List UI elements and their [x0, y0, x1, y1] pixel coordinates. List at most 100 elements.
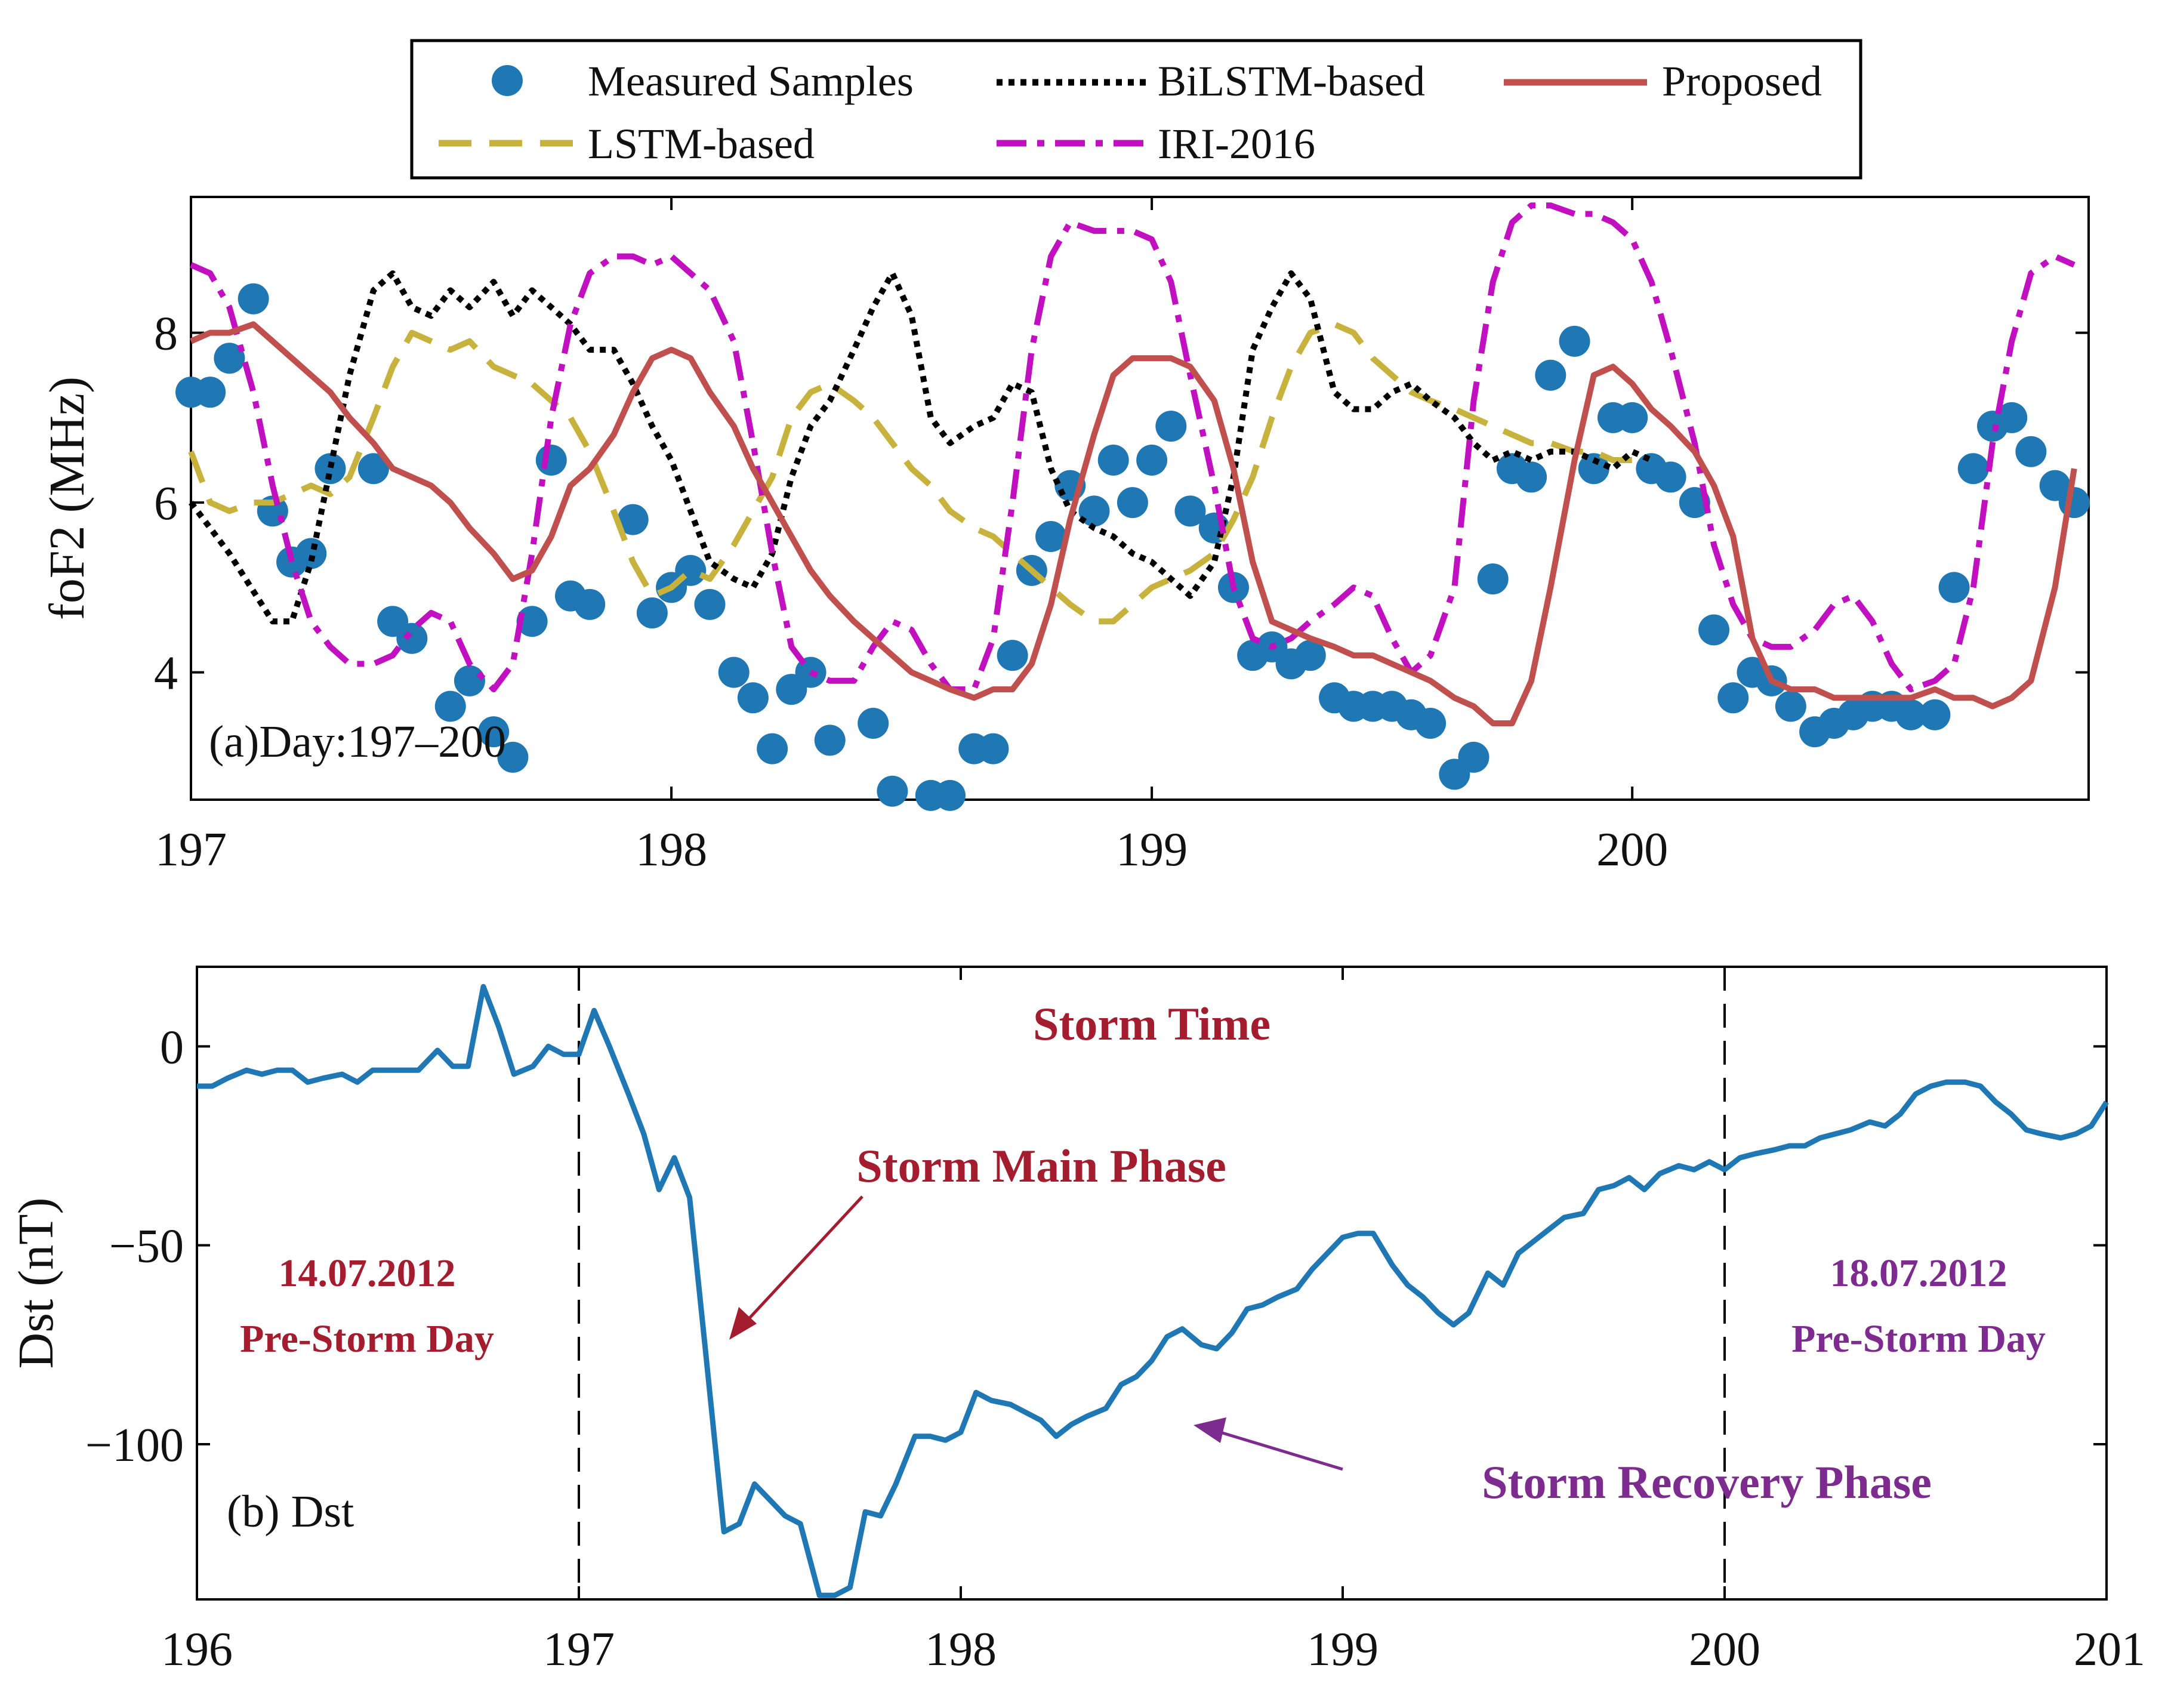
measured-sample-point [1174, 495, 1206, 527]
measured-sample-point [935, 779, 966, 811]
panel-b-ticks: 196 197 198 199 200 201 0 −50 −100 [85, 967, 2145, 1676]
annotation-recovery-phase: Storm Recovery Phase [1482, 1456, 1932, 1508]
measured-sample-point [478, 716, 510, 748]
measured-sample-point [314, 453, 346, 485]
legend-label-bilstm: BiLSTM-based [1158, 57, 1425, 105]
measured-sample-point [1097, 444, 1129, 476]
measured-sample-point [1655, 461, 1686, 493]
measured-sample-point [1516, 461, 1547, 493]
right-date: 18.07.2012 [1830, 1251, 2007, 1295]
panel-a-ytick-label: 4 [154, 648, 178, 700]
measured-sample-point [694, 588, 726, 620]
measured-sample-point [1617, 402, 1648, 433]
measured-sample-point [1775, 690, 1806, 722]
annotation-storm-time: Storm Time [1033, 998, 1270, 1050]
measured-sample-point [396, 622, 428, 654]
panel-b-xtick-label: 197 [543, 1623, 615, 1676]
panel-b-ytick-label: 0 [160, 1021, 184, 1074]
measured-sample-point [1717, 682, 1749, 714]
measured-sample-point [1117, 487, 1148, 519]
arrowhead-main-phase [729, 1307, 757, 1340]
right-pre-storm-label: Pre-Storm Day [1791, 1317, 2046, 1361]
measured-sample-point [1294, 640, 1326, 671]
legend-marker-measured [492, 65, 523, 96]
measured-sample-point [1136, 444, 1168, 476]
panel-a-series [175, 202, 2090, 811]
legend-label-lstm: LSTM-based [588, 120, 815, 168]
panel-b-dst: 196 197 198 199 200 201 0 −50 −100 Dst (nT) (b) … [8, 966, 2145, 1676]
measured-sample-point [1895, 699, 1927, 730]
legend-label-measured: Measured Samples [588, 57, 914, 105]
panel-a-ytick-label: 6 [154, 477, 178, 530]
measured-sample-point [718, 656, 750, 688]
panel-b-ytick-label: −100 [85, 1419, 184, 1472]
panel-a-label: (a)Day:197–200 [209, 717, 506, 767]
panel-b-xtick-label: 200 [1689, 1623, 1760, 1676]
legend-box [410, 39, 1862, 180]
measured-sample-point [2058, 487, 2090, 519]
measured-sample-point [757, 733, 788, 764]
measured-sample-point [535, 444, 567, 476]
measured-sample-point [636, 597, 668, 629]
legend: Measured Samples BiLSTM-based Proposed L… [410, 39, 1862, 180]
measured-sample-point [574, 588, 606, 620]
panel-b-vlines [578, 967, 1726, 1599]
measured-sample-point [1698, 614, 1730, 646]
measured-sample-point [1578, 453, 1609, 485]
panel-b-label: (b) Dst [227, 1487, 354, 1537]
measured-sample-point [214, 343, 245, 374]
measured-sample-point [497, 741, 529, 773]
measured-sample-point [2015, 436, 2047, 467]
arrowhead-recovery-phase [1194, 1417, 1226, 1443]
measured-sample-point [1415, 707, 1447, 739]
measured-sample-point [997, 640, 1028, 671]
measured-sample-point [357, 453, 389, 485]
measured-sample-point [1996, 402, 2028, 433]
measured-sample-point [1477, 563, 1509, 595]
series-proposed-line [189, 321, 2077, 726]
legend-label-proposed: Proposed [1662, 57, 1822, 105]
series-dst-line [197, 984, 2109, 1598]
measured-sample-point [295, 538, 327, 569]
panel-a-xtick-label: 199 [1116, 824, 1188, 876]
arrow-main-phase [745, 1195, 864, 1323]
panel-b-xtick-label: 199 [1307, 1623, 1378, 1676]
panel-b-xtick-label: 201 [2074, 1623, 2145, 1676]
measured-sample-point [1559, 325, 1590, 357]
measured-sample-point [617, 504, 649, 535]
measured-sample-point [1035, 521, 1067, 553]
panel-a-foF2: 197 198 199 200 4 6 8 foF2 (MHz) (a)Day:197–20… [39, 196, 2090, 876]
measured-sample-point [238, 283, 269, 315]
measured-sample-point [977, 733, 1009, 764]
measured-sample-point [877, 775, 908, 807]
series-iri-2016-line [189, 202, 2076, 693]
measured-sample-point [1938, 572, 1970, 603]
measured-sample-point [814, 724, 846, 756]
measured-sample-point [434, 690, 466, 722]
panel-b-ytick-label: −50 [109, 1220, 184, 1273]
panel-b-ylabel: Dst (nT) [8, 1198, 64, 1369]
measured-sample-point [1919, 699, 1951, 730]
panel-b-xtick-label: 198 [925, 1623, 997, 1676]
measured-sample-point [454, 665, 485, 696]
left-date: 14.07.2012 [279, 1251, 456, 1295]
panel-a-ylabel: foF2 (MHz) [39, 377, 95, 620]
series-lstm-based-line [188, 321, 1633, 625]
measured-sample-point [1155, 411, 1187, 442]
series-measured-samples [175, 283, 2090, 811]
measured-sample-point [858, 707, 889, 739]
panel-a-xtick-label: 197 [155, 824, 227, 876]
legend-label-iri: IRI-2016 [1158, 120, 1315, 168]
panel-b-series [197, 984, 2109, 1598]
measured-sample-point [1957, 453, 1989, 485]
annotation-main-phase: Storm Main Phase [856, 1140, 1226, 1192]
panel-a-ticks: 197 198 199 200 4 6 8 [154, 197, 2089, 876]
measured-sample-point [737, 682, 769, 714]
left-pre-storm-label: Pre-Storm Day [240, 1317, 494, 1361]
measured-sample-point [1535, 359, 1566, 391]
measured-sample-point [195, 377, 226, 408]
arrow-recovery-phase [1220, 1430, 1343, 1471]
panel-a-ytick-label: 8 [154, 308, 178, 360]
panel-a-xtick-label: 200 [1596, 824, 1668, 876]
